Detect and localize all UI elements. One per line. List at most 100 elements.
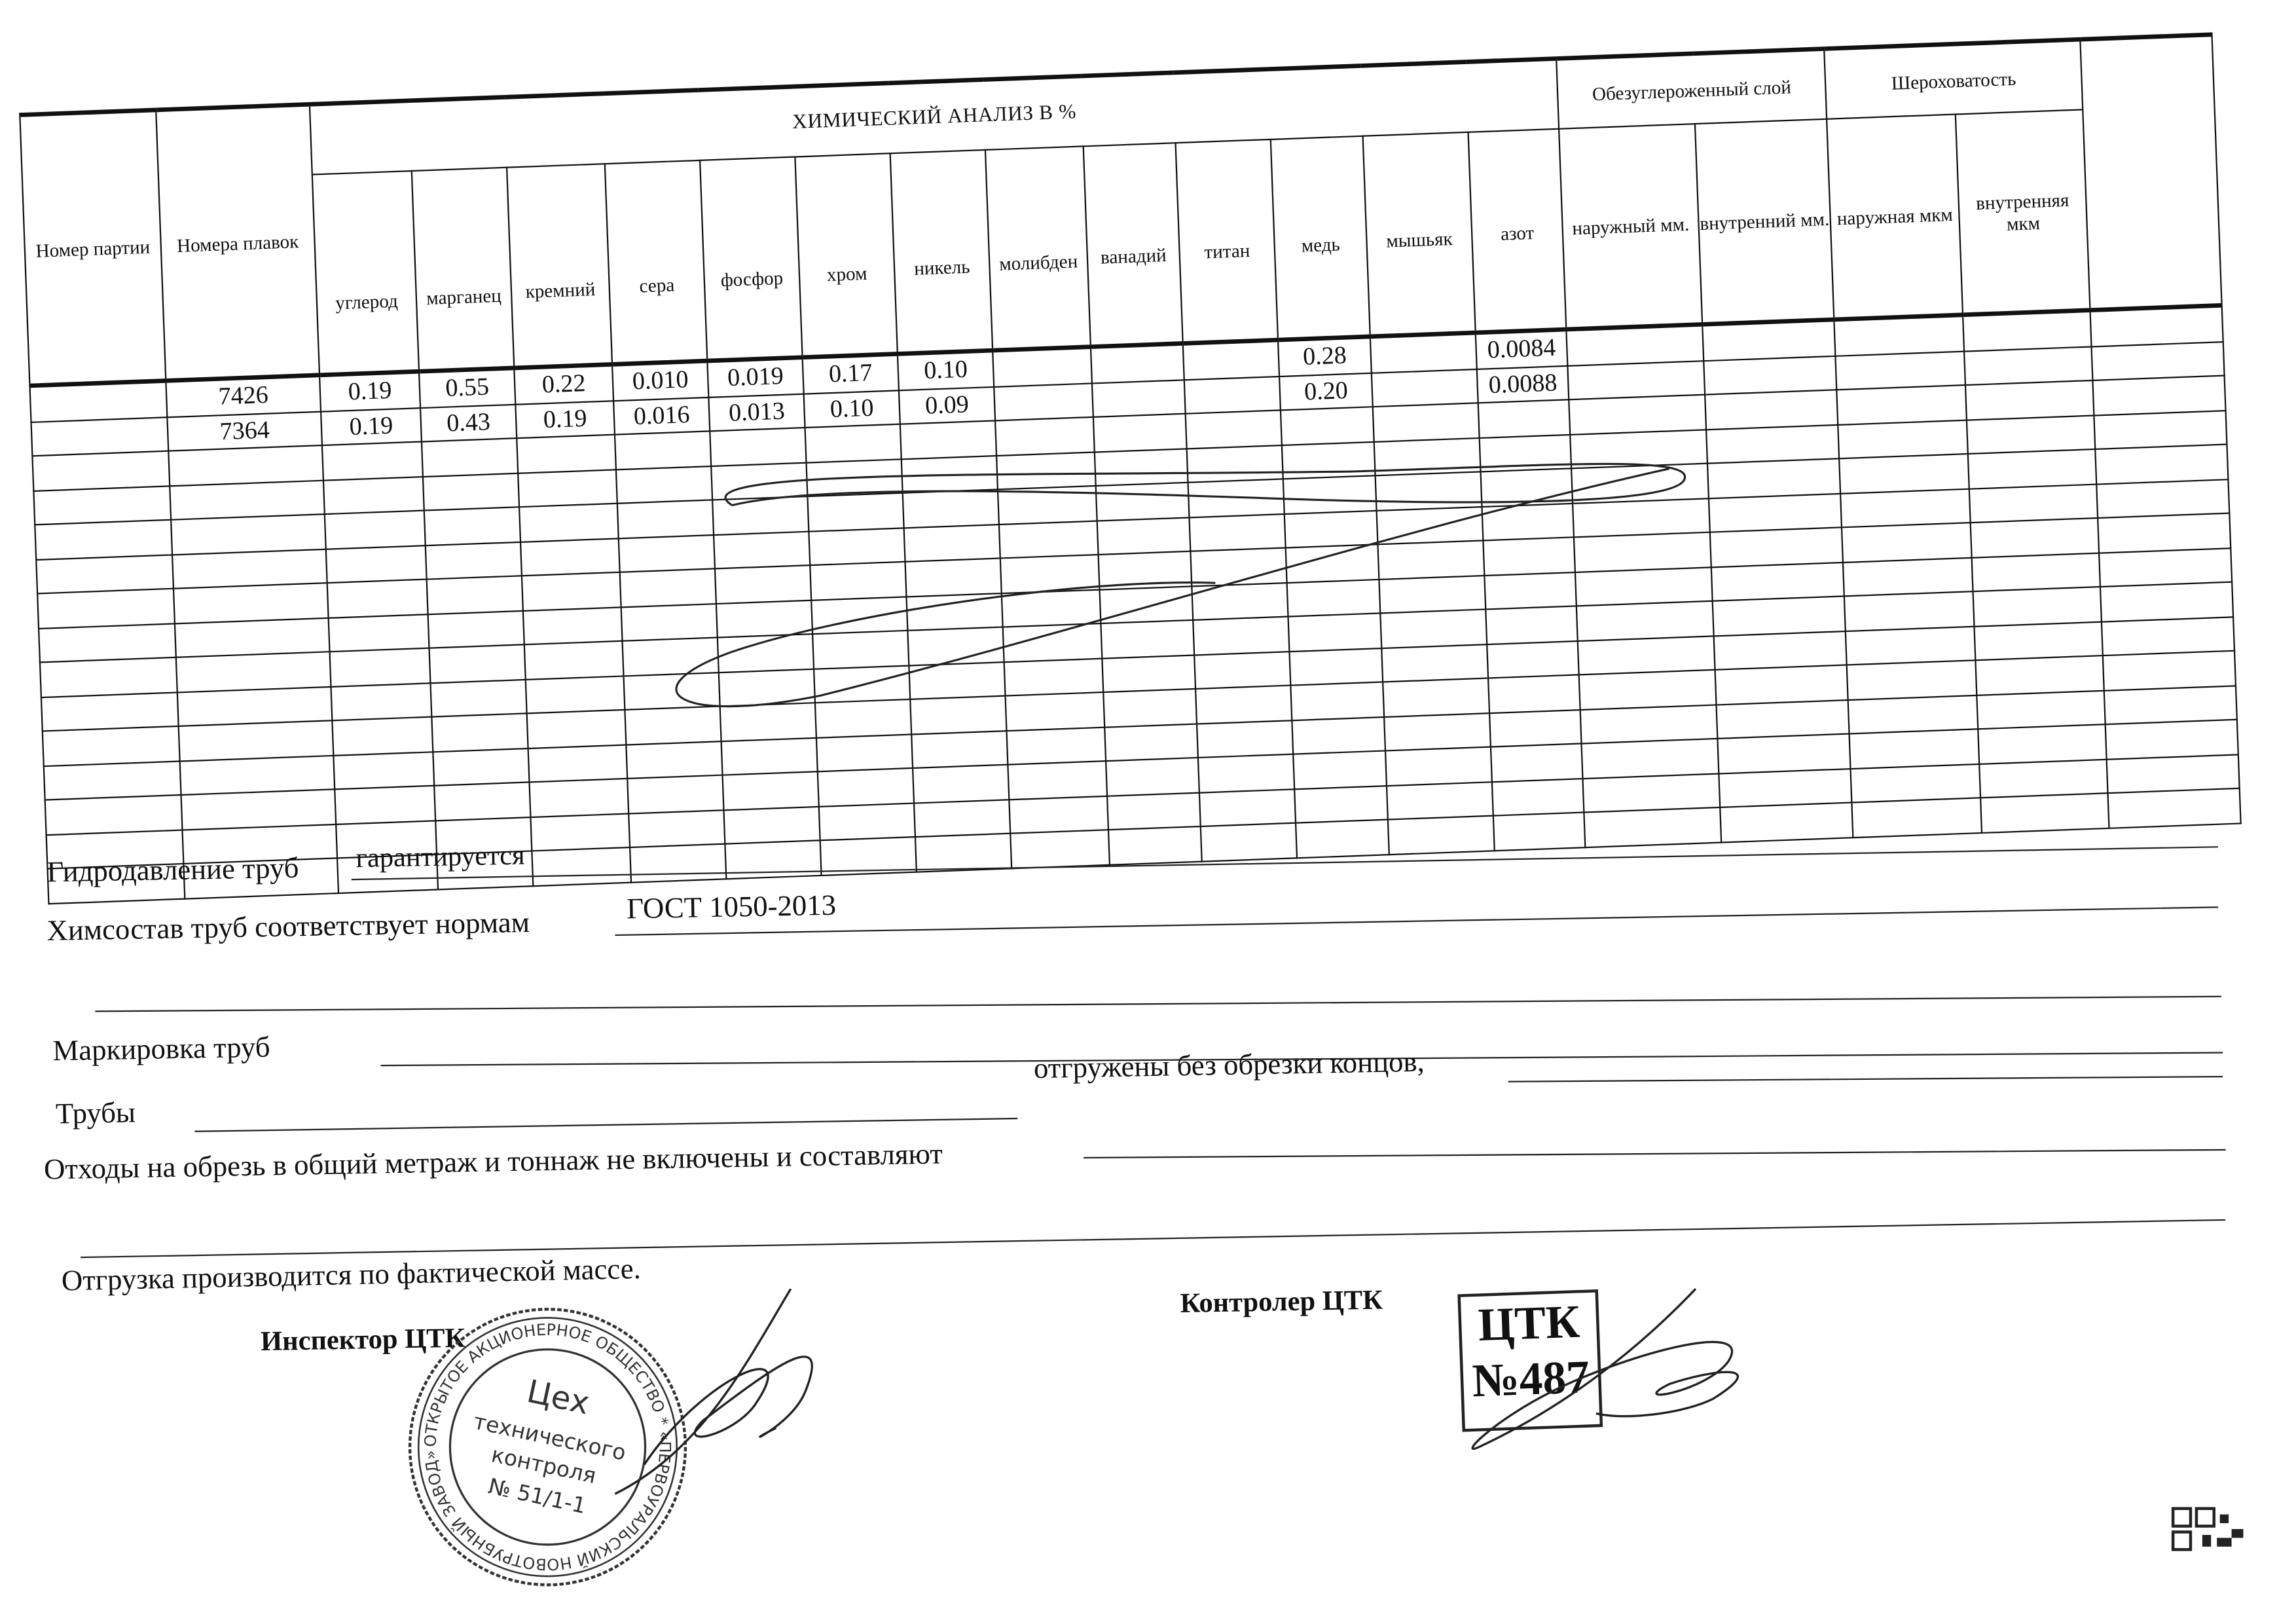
empty-cell [422, 472, 520, 511]
empty-cell [430, 678, 527, 717]
empty-cell [1965, 380, 2094, 420]
empty-cell [530, 813, 630, 851]
empty-cell [1710, 527, 1844, 567]
empty-cell [37, 588, 175, 628]
header-element-12: азот [1468, 128, 1567, 333]
empty-cell [2094, 410, 2227, 449]
empty-cell [2099, 547, 2232, 587]
header-element-11: мышьяк [1362, 132, 1476, 337]
empty-cell [518, 469, 617, 507]
empty-cell [1296, 819, 1389, 858]
empty-cell [1968, 449, 2097, 489]
party-cell [31, 416, 169, 456]
empty-cell [428, 610, 524, 648]
empty-cell [723, 805, 820, 844]
element-value-cell: 0.22 [514, 364, 614, 404]
qr-code-icon [2171, 1507, 2244, 1551]
header-rough-outer: наружная мкм [1827, 114, 1963, 320]
empty-cell [1964, 346, 2093, 386]
header-element-0: углерод [312, 171, 420, 375]
empty-cell [721, 737, 818, 775]
empty-cell [431, 713, 528, 752]
empty-cell [1963, 310, 2092, 351]
empty-cell [173, 583, 329, 623]
empty-cell [429, 644, 526, 683]
element-value-cell: 0.0088 [1476, 365, 1569, 403]
empty-cell [327, 579, 428, 618]
empty-cell [1980, 793, 2109, 832]
empty-cell [323, 476, 424, 515]
chem-value: ГОСТ 1050-2013 [626, 889, 837, 926]
empty-cell [1569, 394, 1707, 434]
empty-cell [1835, 350, 1966, 390]
empty-cell [1979, 758, 2108, 798]
header-decarburized-layer: Обезуглероженный слой [1556, 48, 1827, 129]
empty-cell [1292, 716, 1386, 754]
element-value-cell [1184, 375, 1281, 414]
empty-cell [529, 778, 629, 817]
empty-cell [1974, 621, 2104, 661]
empty-cell [2100, 581, 2234, 621]
empty-cell [630, 843, 727, 882]
empty-cell [39, 623, 176, 663]
empty-cell [1197, 754, 1295, 792]
empty-cell [528, 744, 628, 783]
empty-cell [1106, 757, 1199, 796]
element-value-cell: 0.019 [707, 357, 804, 397]
hydro-value: гарантируется [355, 840, 526, 875]
pipes-rule-left [194, 1117, 1018, 1132]
empty-cell [2091, 341, 2225, 380]
empty-cell [181, 789, 337, 830]
empty-cell [1716, 699, 1850, 739]
empty-cell [1491, 778, 1584, 816]
element-value-cell: 0.19 [515, 400, 615, 439]
marking-label: Маркировка труб [52, 1031, 270, 1068]
empty-cell [2095, 444, 2229, 484]
empty-cell [174, 617, 330, 657]
empty-cell [1387, 815, 1495, 855]
empty-cell [2102, 616, 2235, 656]
empty-cell [2096, 479, 2230, 519]
empty-cell [1478, 399, 1571, 437]
empty-cell [1849, 729, 1980, 769]
chem-label: Химсостав труб соответствует нормам [46, 907, 530, 948]
empty-cell [1843, 557, 1973, 597]
empty-cell [324, 510, 426, 549]
empty-cell [168, 445, 323, 486]
empty-cell [1006, 726, 1106, 765]
empty-cell [1838, 419, 1969, 459]
empty-cell [424, 507, 521, 545]
empty-cell [1970, 518, 2100, 557]
empty-cell [1836, 385, 1967, 424]
empty-cell [532, 847, 632, 886]
heat-cell: 7364 [167, 411, 322, 451]
element-value-cell: 0.28 [1278, 336, 1372, 376]
empty-cell [818, 802, 915, 841]
element-value-cell: 0.43 [420, 403, 517, 442]
empty-cell [1702, 319, 1836, 361]
empty-cell [524, 640, 624, 679]
empty-cell [1845, 625, 1976, 665]
header-roughness: Шероховатость [1824, 39, 2083, 119]
empty-cell [626, 741, 723, 779]
element-value-cell: 0.10 [803, 390, 900, 428]
empty-cell [520, 538, 620, 576]
header-element-1: марганец [411, 167, 515, 372]
empty-cell [1493, 812, 1586, 851]
empty-cell [1197, 720, 1294, 758]
header-element-7: молибден [985, 146, 1091, 351]
empty-cell [1711, 561, 1845, 601]
header-element-8: ванадий [1083, 143, 1183, 347]
header-rough-inner: внутренняя мкм [1956, 109, 2090, 315]
empty-cell [2107, 788, 2241, 828]
empty-cell [1971, 552, 2101, 592]
header-element-4: фосфор [700, 157, 803, 361]
element-value-cell [1182, 340, 1280, 380]
element-value-cell [994, 382, 1093, 421]
empty-cell [434, 782, 531, 821]
cancellation-scribble [675, 462, 1686, 708]
inspector-signature [614, 1288, 813, 1495]
empty-cell [335, 785, 436, 824]
empty-cell [1844, 591, 1975, 631]
blank-rule-2 [81, 1219, 2226, 1259]
